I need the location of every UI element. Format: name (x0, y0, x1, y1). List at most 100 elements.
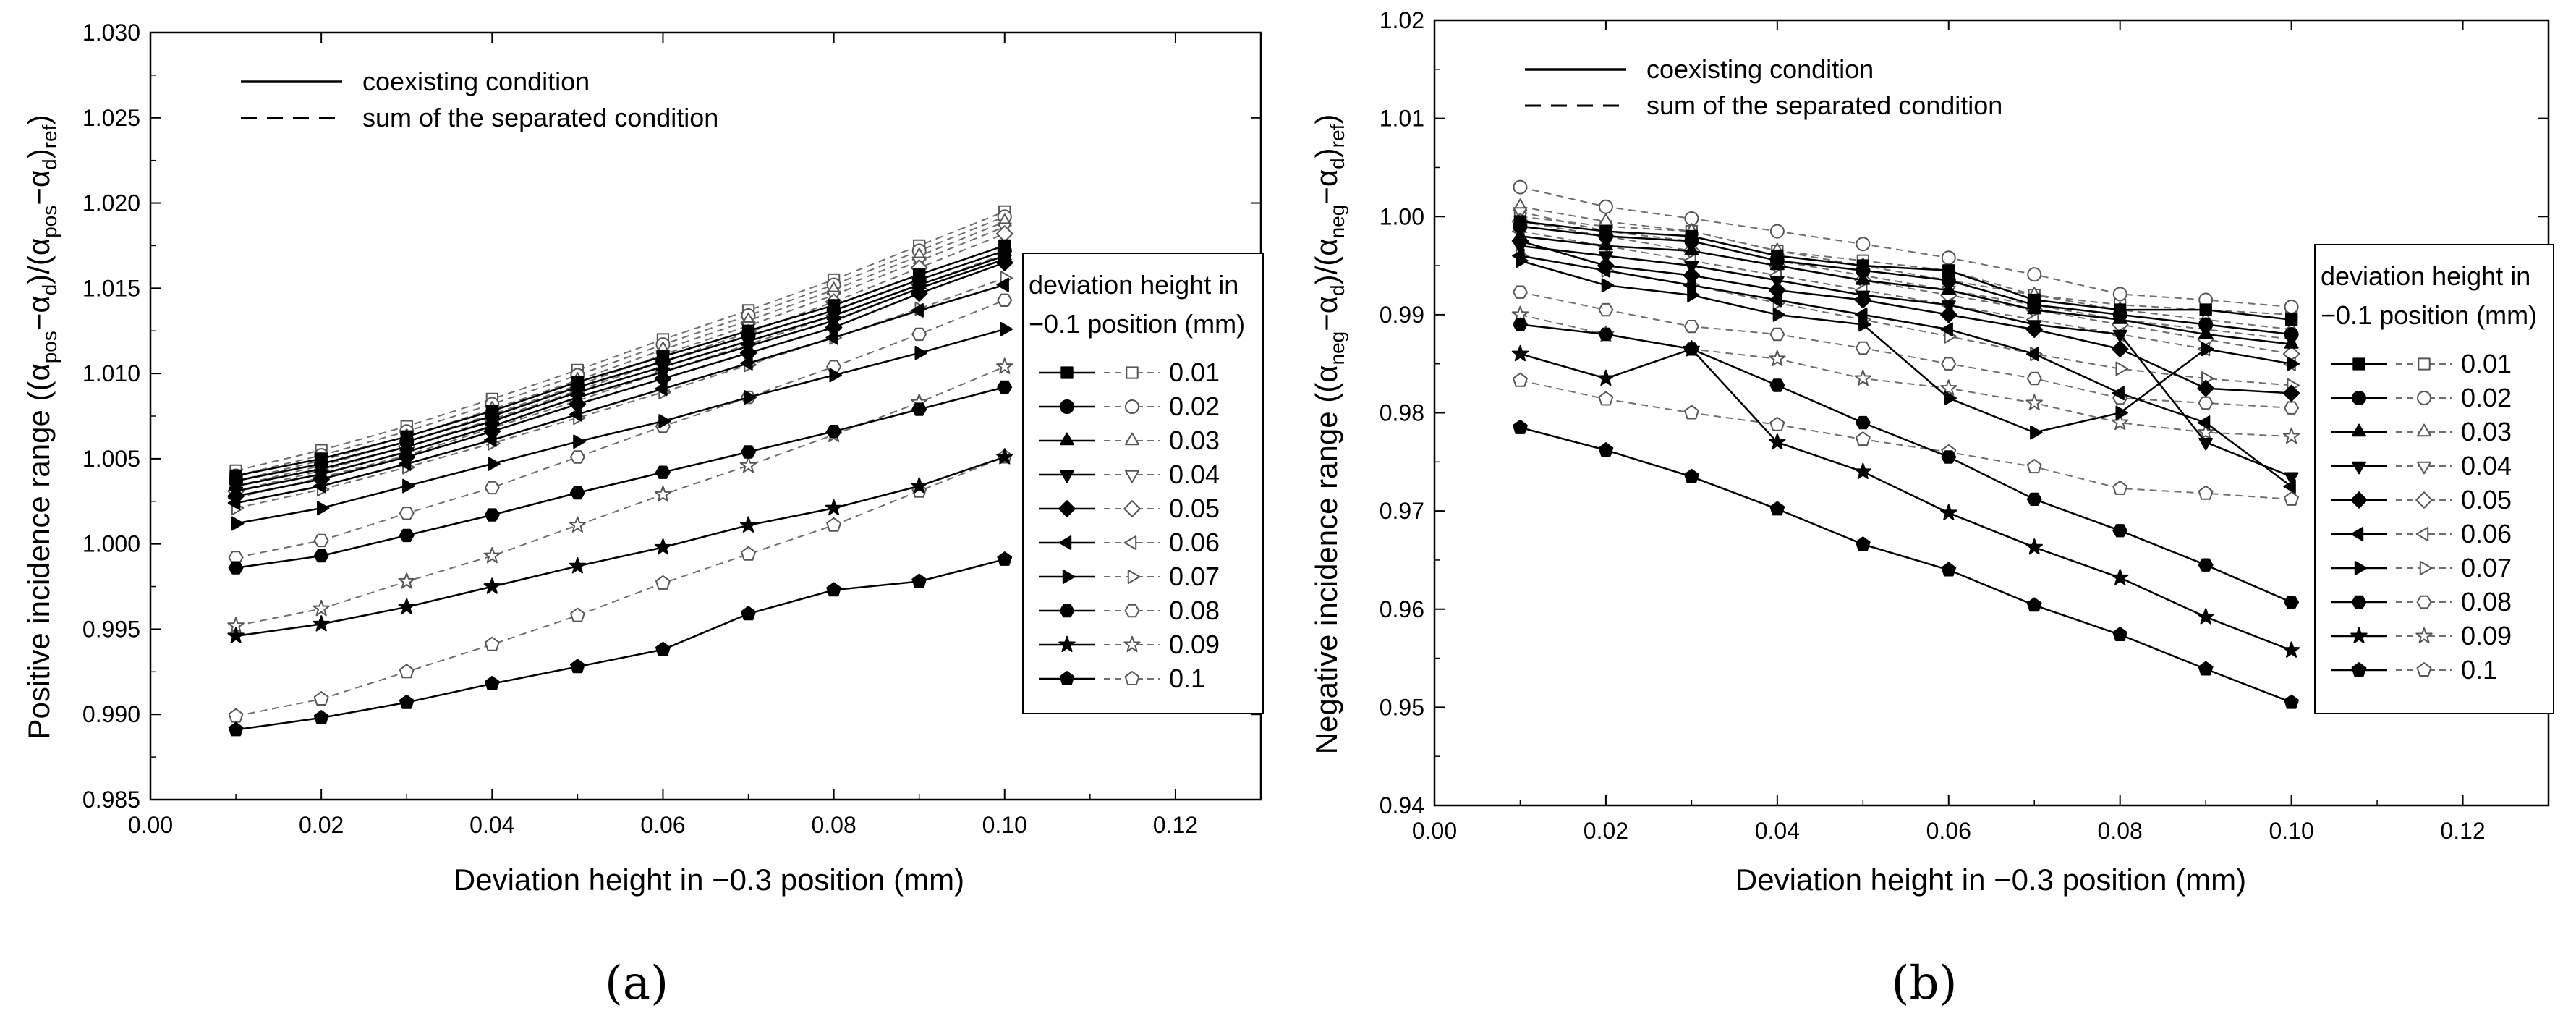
series-line (235, 299, 1006, 559)
data-point (1941, 250, 1956, 266)
series-line (235, 245, 1006, 477)
series-line (1520, 313, 2292, 437)
x-tick-label: 0.12 (1153, 812, 1198, 838)
y-tick-label: 1.000 (82, 531, 140, 557)
series-line (1520, 211, 2292, 340)
data-point (1769, 257, 1785, 271)
legend-title-line2: −0.1 position (mm) (2321, 300, 2537, 330)
y-tick-label: 1.015 (82, 275, 140, 301)
data-point (1769, 378, 1785, 392)
data-point (1598, 442, 1614, 457)
data-point (1855, 415, 1871, 430)
data-point (2284, 401, 2300, 415)
data-point (2198, 438, 2214, 451)
legend-entry-dashed-marker (2415, 491, 2433, 509)
legend-entry-solid-marker (1060, 366, 1074, 379)
series-line (235, 456, 1006, 717)
data-point (1684, 405, 1699, 420)
data-point (2025, 538, 2043, 555)
x-tick-label: 0.10 (2269, 818, 2313, 844)
legend-title-line1: deviation height in (2321, 261, 2530, 291)
legend-entry-label: 0.01 (1169, 357, 1220, 387)
legend-entry-solid-marker (1062, 570, 1076, 584)
data-point (2284, 694, 2299, 709)
data-point (2198, 558, 2214, 572)
series-line (235, 233, 1006, 492)
data-point (2027, 301, 2042, 315)
svg-text:Negative incidence range ((αne: Negative incidence range ((αneg−αd)/(αne… (1309, 114, 1348, 755)
data-point (911, 477, 928, 494)
legend-entry-dashed-marker (1123, 635, 1141, 653)
legend-entry-label: 0.06 (2461, 519, 2512, 549)
legend-entry-dashed-marker (1123, 500, 1141, 517)
data-point (313, 599, 330, 617)
legend-entry-dashed-marker (1125, 470, 1139, 483)
legend-entry-dashed-marker (2416, 662, 2432, 677)
series-line (1520, 235, 2292, 345)
legend-entry-solid-marker (1059, 604, 1075, 618)
data-point (313, 549, 329, 563)
data-point (1769, 350, 1786, 366)
data-point (484, 636, 500, 651)
legend-entry-label: 0.08 (1169, 596, 1220, 625)
data-point (2112, 569, 2129, 585)
legend-entry-label: 0.03 (1169, 426, 1220, 455)
y-tick-label: 0.98 (1380, 400, 1424, 426)
data-point (1687, 287, 1700, 302)
data-point (570, 607, 585, 622)
data-point (1856, 272, 1871, 285)
legend-entry-label: 0.06 (1169, 528, 1220, 557)
chart-a-top-legend: coexisting condition sum of the separated… (241, 67, 718, 132)
y-tick-label: 1.005 (82, 446, 140, 472)
legend-entry: 0.06 (2331, 519, 2512, 549)
data-point (1683, 340, 1701, 357)
data-point (2282, 427, 2300, 444)
data-point (1598, 327, 1614, 342)
data-point (1855, 431, 1871, 446)
data-point (1511, 344, 1529, 362)
data-point (1683, 320, 1699, 334)
legend-entry: 0.07 (1039, 562, 1220, 591)
series-line (235, 277, 1006, 509)
series-line (1520, 230, 2292, 365)
data-point (2112, 481, 2128, 495)
legend-entry-dashed-marker (1126, 366, 1139, 379)
data-point (1855, 307, 1868, 322)
data-point (2201, 342, 2214, 357)
data-point (741, 445, 756, 459)
legend-entry-solid-marker (1058, 500, 1076, 517)
data-point (399, 694, 415, 709)
legend-entry: 0.02 (2331, 383, 2512, 412)
chart-b-plot-area: 0.00 0.02 0.04 0.06 0.08 0.10 0.12 0.94 0.95 0.96… (1380, 7, 2554, 844)
series-line (1520, 260, 2292, 433)
x-tick-label: 0.04 (469, 812, 514, 838)
data-point (313, 533, 329, 548)
panel-label-b: (b) (1892, 957, 1957, 1010)
y-tick-label: 0.95 (1380, 694, 1424, 720)
data-point (2112, 329, 2127, 343)
data-point (741, 606, 756, 621)
legend-entry-solid-marker (2352, 357, 2365, 371)
x-tick-label: 0.08 (2098, 818, 2143, 844)
data-point (1598, 302, 1614, 317)
data-point (911, 303, 924, 318)
legend-entry: 0.06 (1039, 528, 1220, 557)
series-solid-0_04 (1513, 241, 2299, 485)
data-point (2284, 336, 2299, 349)
data-point (914, 345, 927, 360)
legend-dashed-label: sum of the separated condition (1646, 90, 2002, 120)
series-dashed-0_08 (228, 293, 1013, 564)
data-point (2284, 300, 2299, 315)
legend-entry-solid-marker (2351, 595, 2367, 609)
data-point (1598, 391, 1614, 406)
legend-entry-dashed-marker (2416, 595, 2432, 609)
y-tick-label: 0.96 (1380, 596, 1424, 622)
series-dashed-0_09 (227, 357, 1013, 633)
legend-entry-solid-marker (2352, 391, 2366, 405)
data-point (228, 561, 244, 575)
legend-entry-label: 0.1 (2461, 655, 2497, 685)
data-point (655, 381, 668, 397)
data-point (2115, 405, 2128, 420)
series-line (1520, 240, 2292, 394)
